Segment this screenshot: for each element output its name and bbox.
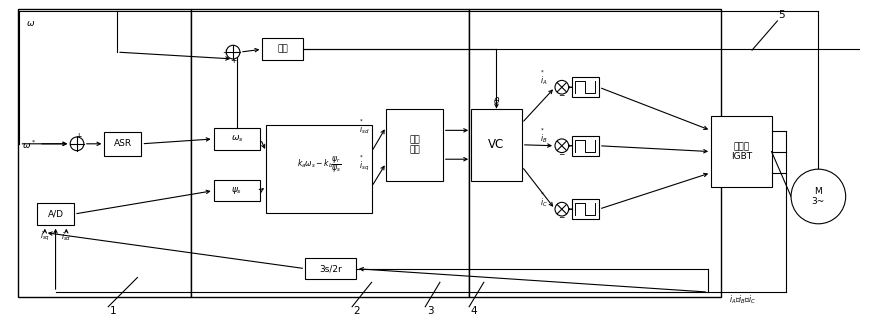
- Text: 5: 5: [778, 10, 785, 20]
- Text: $i_{sd}$: $i_{sd}$: [61, 230, 71, 243]
- Bar: [17, 9, 191, 297]
- Text: −: −: [558, 92, 565, 100]
- Text: −: −: [69, 140, 75, 149]
- Text: A/D: A/D: [48, 210, 64, 218]
- Text: $\theta$: $\theta$: [493, 95, 500, 107]
- Text: 2: 2: [354, 306, 361, 316]
- Bar: [267, 125, 372, 213]
- Text: 逆变器
IGBT: 逆变器 IGBT: [731, 142, 752, 161]
- Text: $i_A$，$i_B$，$i_C$: $i_A$，$i_B$，$i_C$: [729, 294, 757, 306]
- Bar: [571, 136, 599, 156]
- Bar: [471, 109, 522, 181]
- Bar: [191, 9, 469, 297]
- Text: −: −: [558, 150, 565, 159]
- Text: $\overset{*}{i}_C$: $\overset{*}{i}_C$: [540, 190, 549, 209]
- Bar: [105, 132, 141, 156]
- Bar: [571, 77, 599, 97]
- Bar: [262, 38, 303, 60]
- Text: 积分: 积分: [278, 45, 288, 54]
- Text: $k_a\omega_s-k_b\dfrac{\psi_r}{\psi_s}$: $k_a\omega_s-k_b\dfrac{\psi_r}{\psi_s}$: [296, 155, 341, 176]
- Circle shape: [555, 202, 569, 216]
- Text: 3s/2r: 3s/2r: [320, 264, 342, 273]
- Bar: [469, 9, 721, 297]
- Bar: [37, 203, 74, 225]
- Text: ASR: ASR: [114, 139, 132, 148]
- Text: $\overset{*}{i}_A$: $\overset{*}{i}_A$: [540, 68, 549, 87]
- Text: +: +: [230, 56, 236, 65]
- Text: 偏差
解耦: 偏差 解耦: [409, 135, 420, 154]
- Text: $\psi_s$: $\psi_s$: [232, 185, 242, 196]
- Circle shape: [791, 169, 846, 224]
- Circle shape: [555, 81, 569, 94]
- Text: $\omega_s$: $\omega_s$: [231, 134, 243, 144]
- Text: +: +: [222, 48, 228, 57]
- Circle shape: [555, 139, 569, 152]
- Text: 1: 1: [110, 306, 117, 316]
- Bar: [305, 258, 356, 279]
- Text: +: +: [75, 132, 81, 140]
- Text: ω: ω: [27, 19, 35, 28]
- Text: 3: 3: [427, 306, 434, 316]
- Bar: [213, 180, 260, 201]
- Bar: [711, 116, 772, 187]
- Text: −: −: [558, 213, 565, 223]
- Text: M
3~: M 3~: [812, 187, 825, 206]
- Bar: [571, 199, 599, 219]
- Text: $\overset{*}{i}_{sq}$: $\overset{*}{i}_{sq}$: [360, 153, 370, 172]
- Text: $\overset{*}{i}_{sd}$: $\overset{*}{i}_{sd}$: [360, 117, 370, 136]
- Circle shape: [71, 137, 84, 151]
- Text: $\omega^*$: $\omega^*$: [23, 139, 37, 151]
- Bar: [213, 128, 260, 150]
- Bar: [386, 109, 442, 181]
- Text: 4: 4: [470, 306, 477, 316]
- Text: $\overset{*}{i}_B$: $\overset{*}{i}_B$: [540, 126, 549, 146]
- Circle shape: [226, 45, 240, 59]
- Text: $i_{sq}$: $i_{sq}$: [40, 230, 50, 243]
- Text: VC: VC: [489, 138, 504, 151]
